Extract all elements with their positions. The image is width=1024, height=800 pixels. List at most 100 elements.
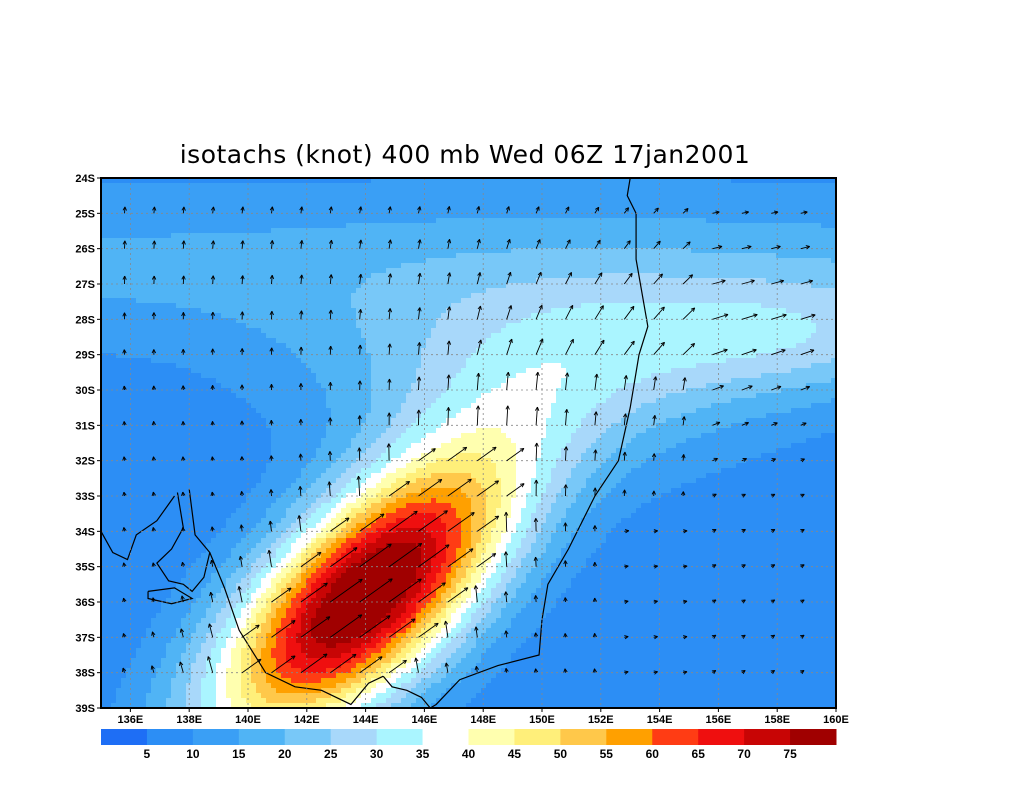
field-cell bbox=[321, 263, 327, 269]
field-cell bbox=[506, 303, 512, 309]
field-cell bbox=[551, 293, 557, 299]
field-cell bbox=[206, 338, 212, 344]
field-cell bbox=[411, 293, 417, 299]
field-cell bbox=[581, 228, 587, 234]
field-cell bbox=[786, 213, 792, 219]
field-cell bbox=[356, 293, 362, 299]
field-cell bbox=[281, 218, 287, 224]
field-cell bbox=[746, 223, 752, 229]
field-cell bbox=[446, 298, 452, 304]
field-cell bbox=[656, 263, 662, 269]
field-cell bbox=[816, 228, 822, 234]
field-cell bbox=[676, 208, 682, 214]
field-cell bbox=[121, 303, 127, 309]
field-cell bbox=[391, 318, 397, 324]
field-cell bbox=[336, 283, 342, 289]
field-cell bbox=[161, 333, 167, 339]
field-cell bbox=[131, 328, 137, 334]
field-cell bbox=[161, 203, 167, 209]
field-cell bbox=[106, 243, 112, 249]
field-cell bbox=[811, 248, 817, 254]
field-cell bbox=[831, 283, 836, 289]
field-cell bbox=[446, 193, 452, 199]
field-cell bbox=[606, 308, 612, 314]
field-cell bbox=[176, 208, 182, 214]
field-cell bbox=[506, 268, 512, 274]
field-cell bbox=[156, 193, 162, 199]
field-cell bbox=[261, 213, 267, 219]
field-cell bbox=[651, 208, 657, 214]
field-cell bbox=[671, 308, 677, 314]
field-cell bbox=[681, 313, 687, 319]
field-cell bbox=[326, 338, 332, 344]
field-cell bbox=[631, 318, 637, 324]
field-cell bbox=[596, 203, 602, 209]
field-cell bbox=[656, 238, 662, 244]
field-cell bbox=[701, 328, 707, 334]
field-cell bbox=[331, 293, 337, 299]
field-cell bbox=[326, 258, 332, 264]
field-cell bbox=[321, 218, 327, 224]
field-cell bbox=[766, 218, 772, 224]
field-cell bbox=[426, 248, 432, 254]
field-cell bbox=[541, 213, 547, 219]
field-cell bbox=[311, 343, 317, 349]
field-cell bbox=[121, 313, 127, 319]
field-cell bbox=[736, 183, 742, 189]
field-cell bbox=[341, 268, 347, 274]
field-cell bbox=[651, 198, 657, 204]
field-cell bbox=[501, 228, 507, 234]
field-cell bbox=[531, 198, 537, 204]
field-cell bbox=[261, 268, 267, 274]
field-cell bbox=[176, 333, 182, 339]
field-cell bbox=[331, 178, 337, 184]
field-cell bbox=[101, 308, 107, 314]
field-cell bbox=[611, 268, 617, 274]
field-cell bbox=[111, 233, 117, 239]
field-cell bbox=[361, 278, 367, 284]
field-cell bbox=[316, 343, 322, 349]
field-cell bbox=[806, 318, 812, 324]
field-cell bbox=[611, 203, 617, 209]
field-cell bbox=[176, 298, 182, 304]
field-cell bbox=[726, 183, 732, 189]
field-cell bbox=[816, 213, 822, 219]
field-cell bbox=[806, 323, 812, 329]
field-cell bbox=[701, 238, 707, 244]
field-cell bbox=[356, 318, 362, 324]
field-cell bbox=[131, 343, 137, 349]
field-cell bbox=[476, 323, 482, 329]
field-cell bbox=[661, 198, 667, 204]
field-cell bbox=[386, 293, 392, 299]
field-cell bbox=[406, 233, 412, 239]
field-cell bbox=[686, 283, 692, 289]
field-cell bbox=[686, 288, 692, 294]
field-cell bbox=[446, 248, 452, 254]
field-cell bbox=[331, 288, 337, 294]
field-cell bbox=[331, 323, 337, 329]
field-cell bbox=[771, 188, 777, 194]
field-cell bbox=[766, 198, 772, 204]
field-cell bbox=[101, 288, 107, 294]
field-cell bbox=[241, 248, 247, 254]
field-cell bbox=[661, 243, 667, 249]
field-cell bbox=[371, 218, 377, 224]
field-cell bbox=[401, 333, 407, 339]
field-cell bbox=[701, 283, 707, 289]
field-cell bbox=[436, 263, 442, 269]
field-cell bbox=[811, 233, 817, 239]
field-cell bbox=[501, 293, 507, 299]
field-cell bbox=[466, 243, 472, 249]
field-cell bbox=[636, 253, 642, 259]
field-cell bbox=[596, 193, 602, 199]
field-cell bbox=[686, 333, 692, 339]
field-cell bbox=[816, 273, 822, 279]
field-cell bbox=[811, 218, 817, 224]
field-cell bbox=[131, 218, 137, 224]
field-cell bbox=[666, 238, 672, 244]
field-cell bbox=[191, 343, 197, 349]
field-cell bbox=[481, 268, 487, 274]
field-cell bbox=[186, 308, 192, 314]
field-cell bbox=[751, 253, 757, 259]
field-cell bbox=[796, 218, 802, 224]
